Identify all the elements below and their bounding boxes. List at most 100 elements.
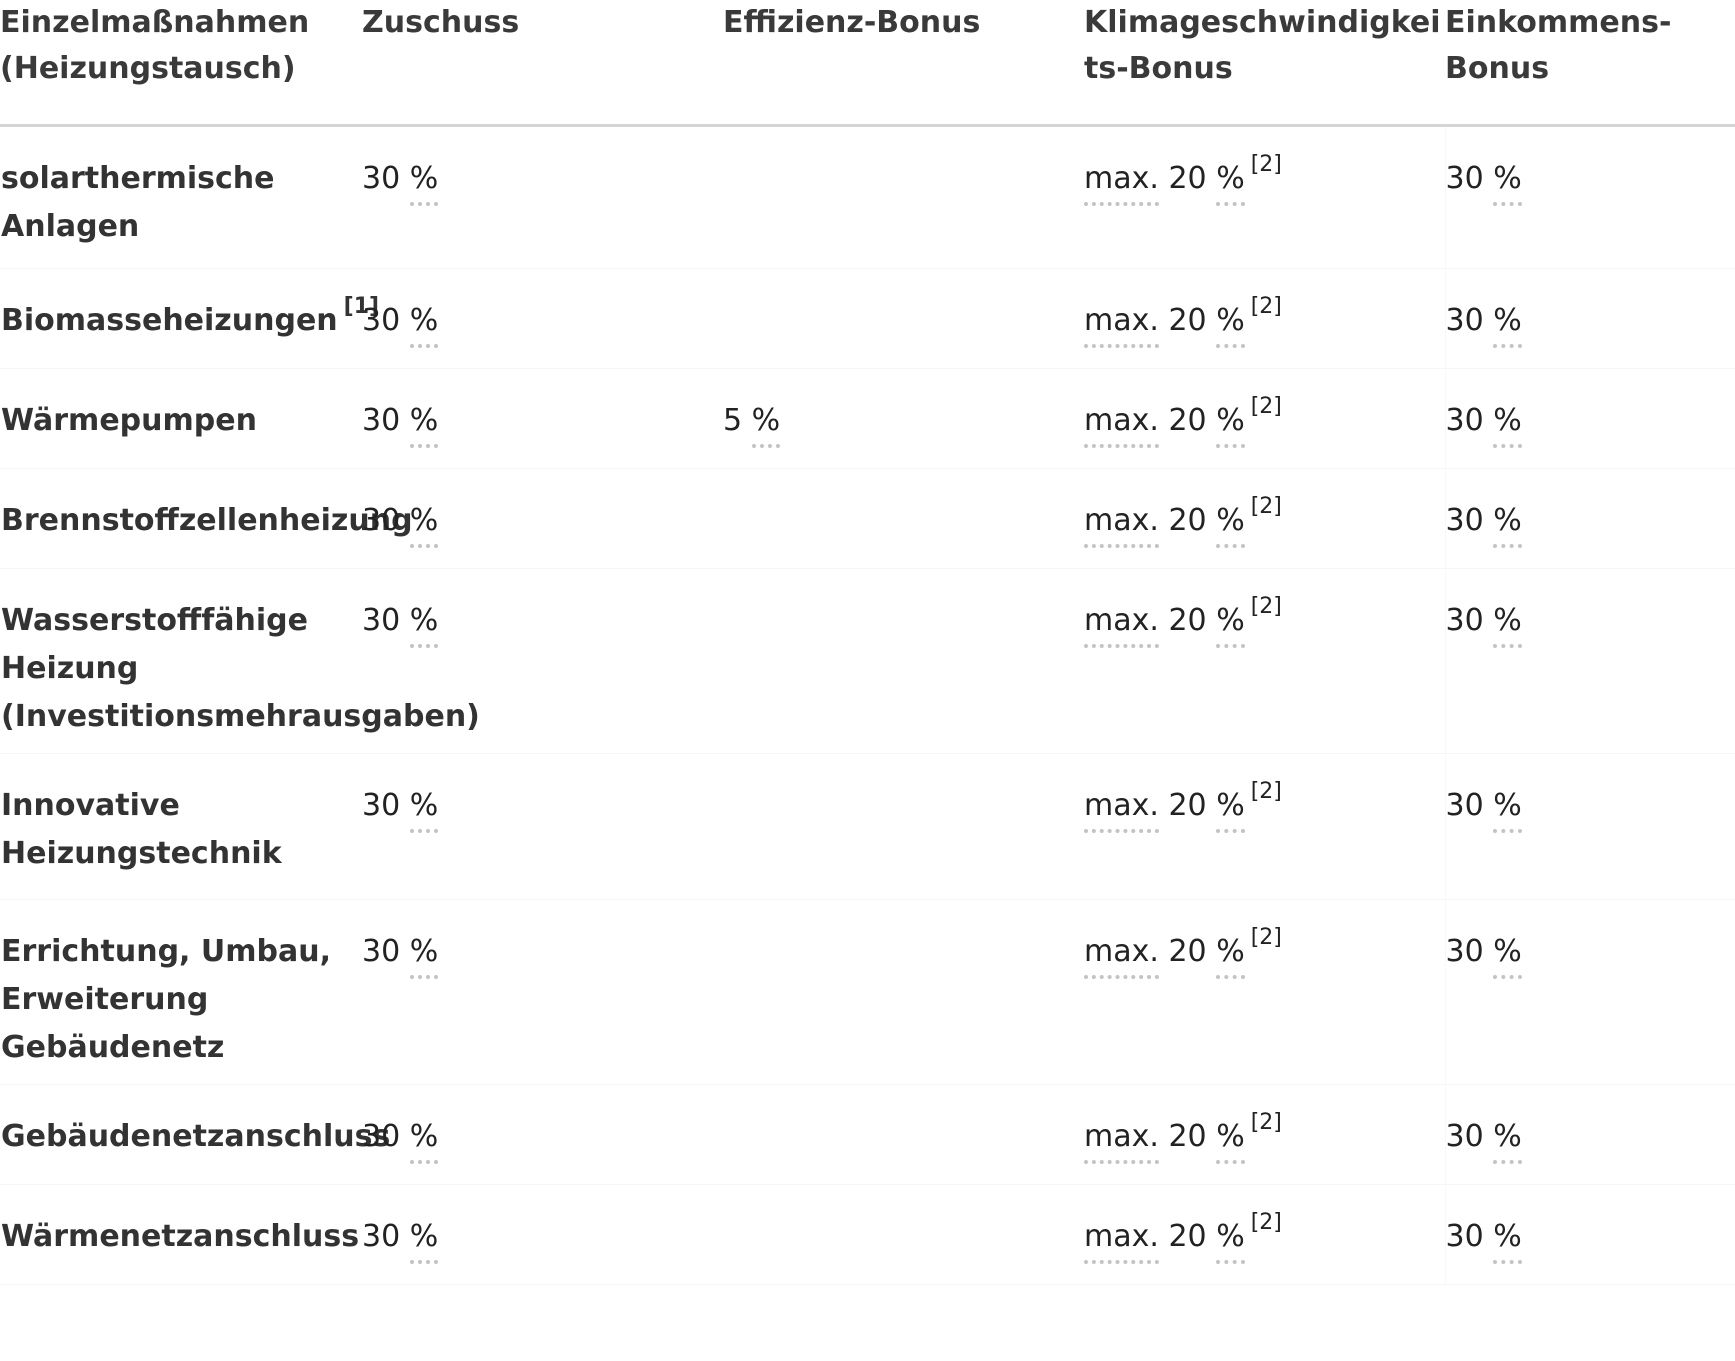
footnote-link[interactable]: [2] <box>1250 594 1282 619</box>
percent-abbreviation: % <box>1216 297 1245 348</box>
funding-rates-table: Einzelmaßnahmen (Heizungstausch) Zuschus… <box>0 0 1735 1285</box>
subsidy-number: 30 <box>362 1219 401 1254</box>
income-bonus-value: 30 % <box>1446 782 1522 833</box>
max-abbreviation: max. <box>1084 1213 1159 1264</box>
measure-cell: Biomasseheizungen [1] <box>0 268 379 369</box>
efficiency-bonus-cell <box>723 568 1084 754</box>
measure-label: Wasserstofffähige Heizung (Investitionsm… <box>1 603 480 734</box>
max-abbreviation: max. <box>1084 928 1159 979</box>
footnote-link[interactable]: [2] <box>1250 294 1282 319</box>
income-bonus-number: 30 <box>1445 303 1484 338</box>
table-row: Wasserstofffähige Heizung (Investitionsm… <box>0 568 1735 754</box>
percent-abbreviation: % <box>409 928 438 979</box>
percent-abbreviation: % <box>409 155 438 206</box>
climate-speed-bonus-number: 20 <box>1168 403 1207 438</box>
subsidy-value: 30 % <box>362 1113 438 1164</box>
income-bonus-cell: 30 % <box>1445 368 1735 469</box>
income-bonus-number: 30 <box>1445 403 1484 438</box>
subsidy-cell: 30 % <box>362 1084 723 1185</box>
climate-speed-bonus-value: 20 % <box>1168 597 1245 648</box>
subsidy-value: 30 % <box>362 1213 438 1264</box>
max-abbreviation: max. <box>1084 597 1159 648</box>
percent-abbreviation: % <box>1216 155 1245 206</box>
climate-speed-bonus-value: 20 % <box>1168 1113 1245 1164</box>
climate-speed-bonus-number: 20 <box>1168 934 1207 969</box>
climate-speed-bonus-number: 20 <box>1168 1119 1207 1154</box>
efficiency-bonus-cell <box>723 268 1084 369</box>
climate-speed-bonus-number: 20 <box>1168 503 1207 538</box>
climate-speed-bonus-value: 20 % <box>1168 397 1245 448</box>
percent-abbreviation: % <box>1493 155 1522 206</box>
efficiency-bonus-cell <box>723 753 1084 900</box>
percent-abbreviation: % <box>1493 1213 1522 1264</box>
percent-abbreviation: % <box>751 397 780 448</box>
climate-speed-bonus-number: 20 <box>1168 603 1207 638</box>
footnote-link[interactable]: [2] <box>1250 494 1282 519</box>
percent-abbreviation: % <box>409 597 438 648</box>
percent-abbreviation: % <box>1493 497 1522 548</box>
footnote-link[interactable]: [1] <box>343 294 380 319</box>
footnote-link[interactable]: [2] <box>1250 1110 1282 1135</box>
climate-speed-bonus-cell: max. 20 % [2] <box>1084 125 1446 269</box>
table-body: solarthermische Anlagen 30 % max. 20 % [2] 3… <box>0 125 1735 1285</box>
measure-cell: Innovative Heizungstechnik <box>0 753 362 900</box>
max-abbreviation: max. <box>1084 782 1159 833</box>
climate-speed-bonus-value: 20 % <box>1168 1213 1245 1264</box>
income-bonus-number: 30 <box>1445 503 1484 538</box>
percent-abbreviation: % <box>409 397 438 448</box>
subsidy-number: 30 <box>362 403 401 438</box>
efficiency-bonus-cell: 5 % <box>723 368 1084 469</box>
climate-speed-bonus-value: 20 % <box>1168 928 1245 979</box>
subsidy-value: 30 % <box>362 297 438 348</box>
efficiency-bonus-cell <box>723 468 1084 569</box>
percent-abbreviation: % <box>1216 497 1245 548</box>
climate-speed-bonus-cell: max. 20 % [2] <box>1084 368 1446 469</box>
income-bonus-cell: 30 % <box>1445 899 1735 1085</box>
climate-speed-bonus-cell: max. 20 % [2] <box>1084 1084 1446 1185</box>
efficiency-bonus-value: 5 % <box>723 397 780 448</box>
climate-speed-bonus-cell: max. 20 % [2] <box>1084 268 1446 369</box>
table-row: Gebäudenetzanschluss 30 % max. 20 % [2] 30 % <box>0 1084 1735 1185</box>
footnote-link[interactable]: [2] <box>1250 394 1282 419</box>
percent-abbreviation: % <box>1216 928 1245 979</box>
subsidy-number: 30 <box>362 1119 401 1154</box>
subsidy-cell: 30 % <box>362 899 723 1085</box>
climate-speed-bonus-number: 20 <box>1168 1219 1207 1254</box>
footnote-link[interactable]: [2] <box>1250 152 1282 177</box>
climate-speed-bonus-cell: max. 20 % [2] <box>1084 1184 1446 1285</box>
measure-label: solarthermische Anlagen <box>1 161 275 244</box>
income-bonus-number: 30 <box>1445 161 1484 196</box>
climate-speed-bonus-cell: max. 20 % [2] <box>1084 468 1446 569</box>
percent-abbreviation: % <box>409 1113 438 1164</box>
percent-abbreviation: % <box>409 782 438 833</box>
table-row: Wärmepumpen 30 % 5 % max. 20 % [2] 30 % <box>0 368 1735 469</box>
table-row: Biomasseheizungen [1] 30 % max. 20 % [2] 30 % <box>0 268 1735 369</box>
efficiency-bonus-cell <box>723 1084 1084 1185</box>
header-efficiency-bonus: Effizienz-Bonus <box>723 0 1084 127</box>
climate-speed-bonus-value: 20 % <box>1168 497 1245 548</box>
climate-speed-bonus-cell: max. 20 % [2] <box>1084 568 1446 754</box>
max-abbreviation: max. <box>1084 497 1159 548</box>
footnote-link[interactable]: [2] <box>1250 925 1282 950</box>
footnote-link[interactable]: [2] <box>1250 779 1282 804</box>
income-bonus-value: 30 % <box>1446 1213 1522 1264</box>
subsidy-number: 30 <box>362 503 401 538</box>
max-abbreviation: max. <box>1084 1113 1159 1164</box>
measure-cell: Gebäudenetzanschluss <box>0 1084 390 1185</box>
header-row: Einzelmaßnahmen (Heizungstausch) Zuschus… <box>0 0 1735 127</box>
income-bonus-cell: 30 % <box>1445 268 1735 369</box>
percent-abbreviation: % <box>1216 397 1245 448</box>
measure-label: Biomasseheizungen <box>1 303 338 338</box>
subsidy-number: 30 <box>362 934 401 969</box>
measure-label: Wärmenetzanschluss <box>1 1219 360 1254</box>
footnote-link[interactable]: [2] <box>1250 1210 1282 1235</box>
subsidy-number: 30 <box>362 303 401 338</box>
climate-speed-bonus-value: 20 % <box>1168 782 1245 833</box>
subsidy-cell: 30 % <box>362 1184 723 1285</box>
table-row: Brennstoffzellenheizung 30 % max. 20 % [2] 3… <box>0 468 1735 569</box>
income-bonus-value: 30 % <box>1445 497 1522 548</box>
income-bonus-value: 30 % <box>1446 597 1522 648</box>
subsidy-cell: 30 % <box>362 568 723 754</box>
subsidy-cell: 30 % <box>362 268 723 369</box>
